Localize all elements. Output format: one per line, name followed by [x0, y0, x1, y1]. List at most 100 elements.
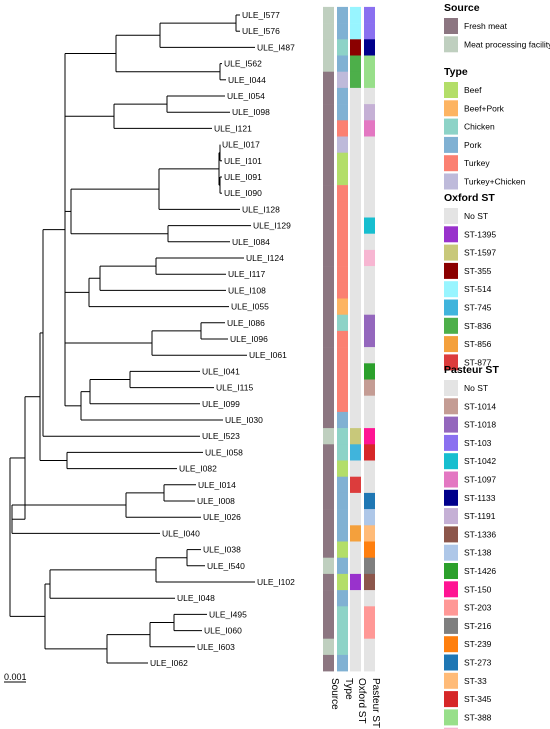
legend-label: ST-877: [464, 357, 492, 367]
legend-swatch: [444, 508, 458, 525]
heatmap-cell-pasteur-st: [364, 476, 375, 494]
heatmap-cell-source: [323, 201, 334, 218]
legend-swatch: [444, 299, 458, 316]
heatmap-cell-oxford-st: [350, 168, 361, 186]
heatmap-cell-source: [323, 557, 334, 575]
heatmap-cell-oxford-st: [350, 525, 361, 542]
heatmap-cell-type: [337, 460, 348, 477]
heatmap-cell-type: [337, 330, 348, 348]
heatmap-cell-source: [323, 654, 334, 672]
heatmap-cell-oxford-st: [350, 87, 361, 105]
heatmap-cell-type: [337, 266, 348, 283]
heatmap-cell-pasteur-st: [364, 444, 375, 461]
heatmap-cell-pasteur-st: [364, 298, 375, 315]
heatmap-cell-pasteur-st: [364, 411, 375, 429]
heatmap-cell-pasteur-st: [364, 266, 375, 283]
legend-swatch: [444, 599, 458, 616]
heatmap-cell-type: [337, 363, 348, 380]
heatmap-cell-oxford-st: [350, 557, 361, 575]
legend-swatch: [444, 581, 458, 598]
heatmap-cell-oxford-st: [350, 136, 361, 153]
tip-label: ULE_I084: [232, 237, 270, 247]
heatmap-cell-source: [323, 460, 334, 477]
legend-label: Turkey+Chicken: [464, 177, 526, 187]
heatmap-cell-source: [323, 363, 334, 380]
heatmap-cell-source: [323, 590, 334, 607]
heatmap-cell-pasteur-st: [364, 654, 375, 672]
heatmap-cell-type: [337, 298, 348, 315]
heatmap-cell-pasteur-st: [364, 201, 375, 218]
tip-label: ULE_I128: [242, 204, 280, 214]
legend-label: No ST: [464, 383, 488, 393]
heatmap-cell-oxford-st: [350, 638, 361, 656]
legend-label: Chicken: [464, 122, 495, 132]
tip-label: ULE_I124: [246, 253, 284, 263]
heatmap-cell-oxford-st: [350, 71, 361, 89]
legend-swatch: [444, 416, 458, 433]
heatmap-cell-type: [337, 185, 348, 202]
heatmap-cell-oxford-st: [350, 460, 361, 477]
tip-label: ULE_I054: [227, 91, 265, 101]
heatmap-cell-pasteur-st: [364, 379, 375, 396]
heatmap-cell-type: [337, 411, 348, 429]
tip-labels: ULE_I577 ULE_I576 ULE_I487 ULE_I562 ULE_I044…: [150, 10, 295, 668]
heatmap-cell-source: [323, 638, 334, 656]
heatmap-cell-oxford-st: [350, 492, 361, 510]
heatmap-cell-pasteur-st: [364, 282, 375, 299]
heatmap-cell-oxford-st: [350, 201, 361, 218]
heatmap-cell-pasteur-st: [364, 120, 375, 137]
heatmap-cell-type: [337, 152, 348, 170]
heatmap-cell-source: [323, 606, 334, 623]
phylogenetic-tree: [9, 14, 255, 664]
tip-label: ULE_I091: [224, 172, 262, 182]
legend-label: ST-1597: [464, 248, 496, 258]
heatmap-cell-type: [337, 444, 348, 461]
legend-label: ST-745: [464, 303, 492, 313]
heatmap-cell-type: [337, 6, 348, 24]
tip-label: ULE_I086: [227, 318, 265, 328]
heatmap-cell-pasteur-st: [364, 23, 375, 40]
legend-swatch: [444, 208, 458, 224]
tip-label: ULE_I008: [197, 496, 235, 506]
legend-swatch: [444, 18, 458, 34]
legend-label: ST-1133: [464, 493, 496, 503]
legend-swatch: [444, 136, 458, 153]
heatmap-cell-oxford-st: [350, 330, 361, 348]
heatmap-cell-oxford-st: [350, 233, 361, 251]
tip-label: ULE_I540: [207, 561, 245, 571]
heatmap-cell-type: [337, 557, 348, 575]
heatmap-cell-type: [337, 525, 348, 542]
heatmap-cell-source: [323, 411, 334, 429]
legend-swatch: [444, 173, 458, 190]
heatmap-cell-pasteur-st: [364, 71, 375, 89]
heatmap-cell-pasteur-st: [364, 217, 375, 234]
heatmap-cell-type: [337, 23, 348, 40]
heatmap-cell-pasteur-st: [364, 622, 375, 639]
tip-label: ULE_I040: [162, 528, 200, 538]
heatmap-cell-source: [323, 573, 334, 591]
tip-label: ULE_I044: [228, 75, 266, 85]
heatmap-cell-type: [337, 249, 348, 267]
heatmap-column-headers: Source Type Oxford ST Pasteur ST: [329, 678, 381, 728]
heatmap-cell-pasteur-st: [364, 606, 375, 623]
legend-swatch: [444, 526, 458, 543]
heatmap-cell-type: [337, 120, 348, 137]
legend-label: Beef+Pork: [464, 103, 505, 113]
tip-label: ULE_I048: [177, 593, 215, 603]
heatmap-cell-source: [323, 428, 334, 445]
legend-title: Pasteur ST: [444, 364, 499, 376]
legend-title: Type: [444, 66, 468, 78]
heatmap-cell-pasteur-st: [364, 314, 375, 332]
heatmap-cell-oxford-st: [350, 411, 361, 429]
heatmap-cell-type: [337, 509, 348, 526]
heatmap-cell-type: [337, 136, 348, 153]
heatmap-cell-pasteur-st: [364, 509, 375, 526]
heatmap-cell-source: [323, 55, 334, 72]
heatmap-cell-oxford-st: [350, 509, 361, 526]
heatmap-cell-type: [337, 606, 348, 623]
heatmap-cell-oxford-st: [350, 6, 361, 24]
heatmap-cell-pasteur-st: [364, 168, 375, 186]
heatmap-cell-source: [323, 217, 334, 234]
heatmap-cell-oxford-st: [350, 622, 361, 639]
heatmap-cell-source: [323, 266, 334, 283]
